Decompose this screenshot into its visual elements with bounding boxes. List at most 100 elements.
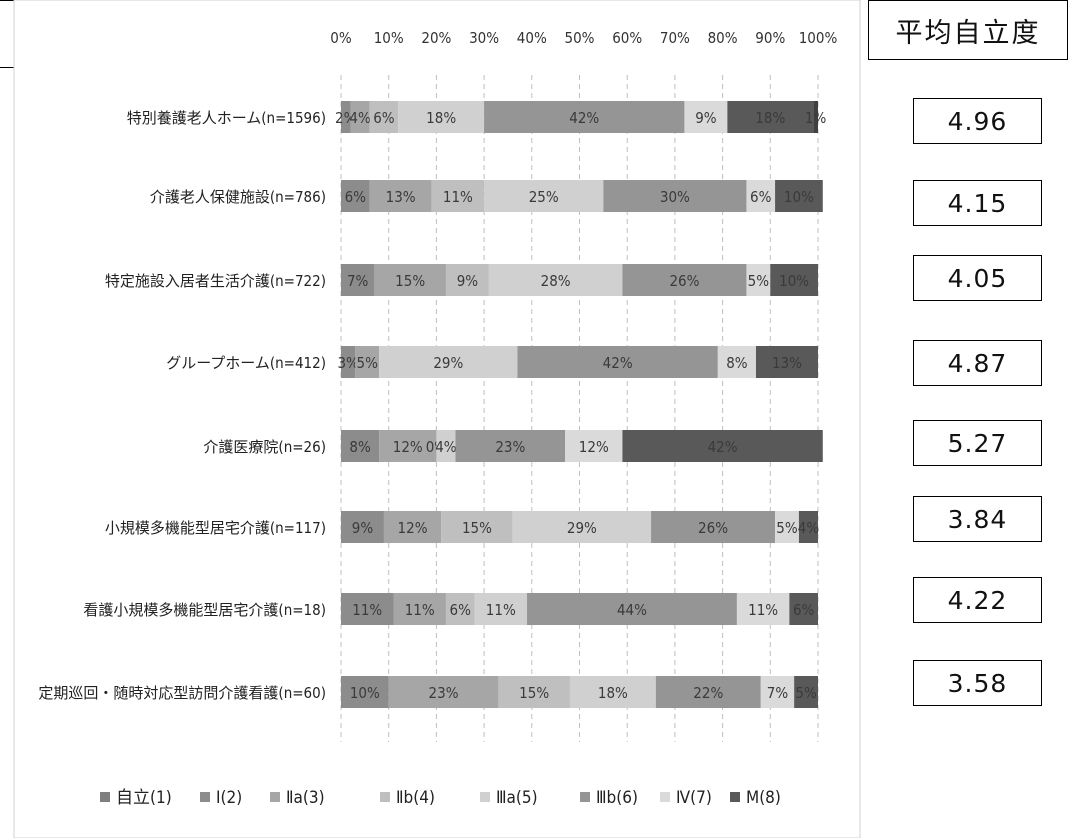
bar-segment <box>798 511 818 543</box>
data-label: 13% <box>386 188 416 206</box>
bar-segment <box>355 346 380 378</box>
data-label: 42% <box>569 109 599 127</box>
x-tick-label: 50% <box>565 29 595 47</box>
bar-segment <box>622 430 823 462</box>
bar-segment <box>684 101 728 133</box>
bar-segment <box>655 676 761 708</box>
data-label: 13% <box>772 354 802 372</box>
bar-segment <box>498 676 570 708</box>
bar-segment <box>341 264 375 296</box>
average-value-box: 4.15 <box>913 180 1042 226</box>
bar-segment <box>603 180 747 212</box>
x-tick-label: 0% <box>330 29 352 47</box>
data-label: 3% <box>337 354 359 372</box>
data-label: 5% <box>795 684 817 702</box>
legend-swatch <box>380 792 390 802</box>
legend-swatch <box>100 792 110 802</box>
data-label: 26% <box>698 519 728 537</box>
data-label: 26% <box>669 272 699 290</box>
bar-segment <box>445 593 475 625</box>
bar-segment <box>770 264 818 296</box>
data-label: 4% <box>349 109 371 127</box>
bar-segment <box>484 180 604 212</box>
data-label: 23% <box>429 684 459 702</box>
bar-segment <box>369 101 399 133</box>
bar-segment <box>746 180 776 212</box>
bar-segment <box>775 180 823 212</box>
bar-segment <box>474 593 528 625</box>
bar-segment <box>379 430 437 462</box>
bar-segment <box>651 511 776 543</box>
bar-segment <box>393 593 446 625</box>
bar-segment <box>350 101 370 133</box>
bar-segment <box>622 264 747 296</box>
bar-segment <box>775 511 799 543</box>
average-independence-header: 平均自立度 <box>868 0 1068 60</box>
bar-segment <box>727 101 814 133</box>
x-tick-label: 30% <box>469 29 499 47</box>
bar-segment <box>441 511 513 543</box>
average-value-box: 5.27 <box>913 420 1042 466</box>
data-label: 12% <box>393 438 423 456</box>
category-label: 介護医療院(n=26) <box>203 438 326 456</box>
data-label: 10% <box>350 684 380 702</box>
x-tick-label: 100% <box>799 29 838 47</box>
legend-swatch <box>660 792 670 802</box>
data-label: 5% <box>776 519 798 537</box>
x-tick-label: 10% <box>374 29 404 47</box>
bar-segment <box>813 101 818 133</box>
bar-segment <box>388 676 499 708</box>
bar-segment <box>512 511 652 543</box>
legend-entry: Ⅳ(7) <box>676 788 712 808</box>
legend-swatch <box>580 792 590 802</box>
legend-swatch <box>480 792 490 802</box>
bar-segment <box>431 180 485 212</box>
data-label: 9% <box>695 109 717 127</box>
x-tick-label: 80% <box>708 29 738 47</box>
bar-segment <box>488 264 623 296</box>
data-label: 11% <box>443 188 473 206</box>
average-value-box: 4.22 <box>913 577 1042 623</box>
data-label: 42% <box>603 354 633 372</box>
legend-entry: Ⅲb(6) <box>596 788 638 808</box>
category-label: グループホーム(n=412) <box>166 354 326 372</box>
average-value-box: 3.84 <box>913 496 1042 542</box>
x-tick-label: 90% <box>755 29 785 47</box>
data-label: 18% <box>426 109 456 127</box>
category-label: 特別養護老人ホーム(n=1596) <box>127 109 326 127</box>
data-label: 23% <box>495 438 525 456</box>
data-label: 5% <box>357 354 379 372</box>
bar-segment <box>527 593 737 625</box>
data-label: 25% <box>529 188 559 206</box>
data-label: 7% <box>767 684 789 702</box>
legend-entry: 自立(1) <box>116 788 172 808</box>
bar-segment <box>374 264 446 296</box>
bar-segment <box>341 430 380 462</box>
data-label: 6% <box>345 188 367 206</box>
average-value-box: 4.05 <box>913 255 1042 301</box>
legend-swatch <box>200 792 210 802</box>
category-label: 看護小規模多機能型居宅介護(n=18) <box>83 601 326 619</box>
data-label: 6% <box>793 601 815 619</box>
bar-segment <box>755 346 818 378</box>
data-label: 8% <box>349 438 371 456</box>
bar-segment <box>341 346 356 378</box>
data-label: 28% <box>541 272 571 290</box>
bar-segment <box>736 593 790 625</box>
x-tick-label: 40% <box>517 29 547 47</box>
average-value-box: 4.96 <box>913 98 1042 144</box>
legend-entry: M(8) <box>746 788 781 808</box>
legend-entry: Ⅰ(2) <box>216 788 242 808</box>
data-label: 11% <box>486 601 516 619</box>
bar-segment <box>341 676 389 708</box>
data-label: 5% <box>748 272 770 290</box>
data-label: 15% <box>395 272 425 290</box>
bar-segment <box>341 101 351 133</box>
bar-segment <box>341 511 384 543</box>
data-label: 9% <box>457 272 479 290</box>
bar-segment <box>445 264 489 296</box>
data-label: 6% <box>450 601 472 619</box>
category-label: 介護老人保健施設(n=786) <box>150 188 326 206</box>
data-label: 6% <box>750 188 772 206</box>
